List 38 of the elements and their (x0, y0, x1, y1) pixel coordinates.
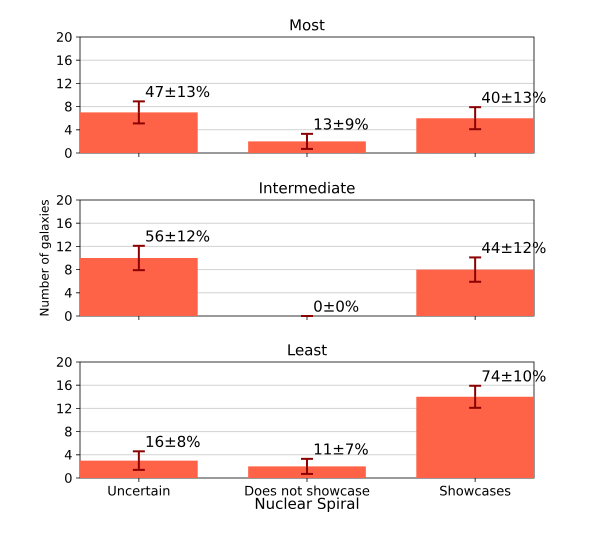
annotation: 11±7% (314, 443, 368, 455)
bar (248, 141, 366, 153)
y-tick-label: 16 (57, 55, 72, 66)
bar (248, 466, 366, 478)
y-tick-label: 20 (56, 357, 72, 367)
y-tick-label: 4 (64, 288, 72, 298)
annotation: 56±12% (146, 230, 210, 242)
y-tick-label: 8 (65, 102, 72, 112)
y-axis-title: Number of galaxies (39, 200, 52, 316)
x-tick-label: Does not showcase (245, 486, 370, 496)
x-tick-label: Uncertain (108, 486, 170, 496)
y-tick-label: 12 (57, 404, 72, 414)
chart-title: Least (288, 344, 327, 356)
y-tick-label: 4 (64, 125, 72, 135)
annotation: 13±9% (314, 118, 368, 130)
y-tick-label: 20 (56, 32, 72, 42)
y-tick-label: 8 (65, 264, 72, 275)
y-tick-label: 16 (57, 380, 72, 390)
bar (416, 118, 534, 153)
y-tick-label: 12 (57, 78, 72, 88)
bar (80, 112, 198, 153)
y-tick-label: 4 (64, 450, 72, 460)
chart-title: Intermediate (260, 182, 355, 194)
y-tick-label: 12 (57, 242, 72, 252)
annotation: 16±8% (146, 436, 200, 448)
x-axis-title: Nuclear Spiral (256, 497, 358, 512)
bar (80, 460, 198, 478)
y-tick-label: 0 (65, 148, 72, 158)
annotation: 47±13% (146, 86, 210, 98)
y-tick-label: 0 (65, 473, 72, 483)
y-tick-label: 0 (65, 311, 72, 321)
bar (416, 396, 534, 478)
chart-title: Most (290, 19, 325, 30)
y-tick-label: 16 (57, 218, 72, 228)
y-tick-label: 20 (56, 195, 72, 205)
x-tick-label: Showcases (440, 486, 510, 496)
annotation: 0±0% (314, 300, 358, 312)
y-tick-label: 8 (65, 426, 72, 437)
